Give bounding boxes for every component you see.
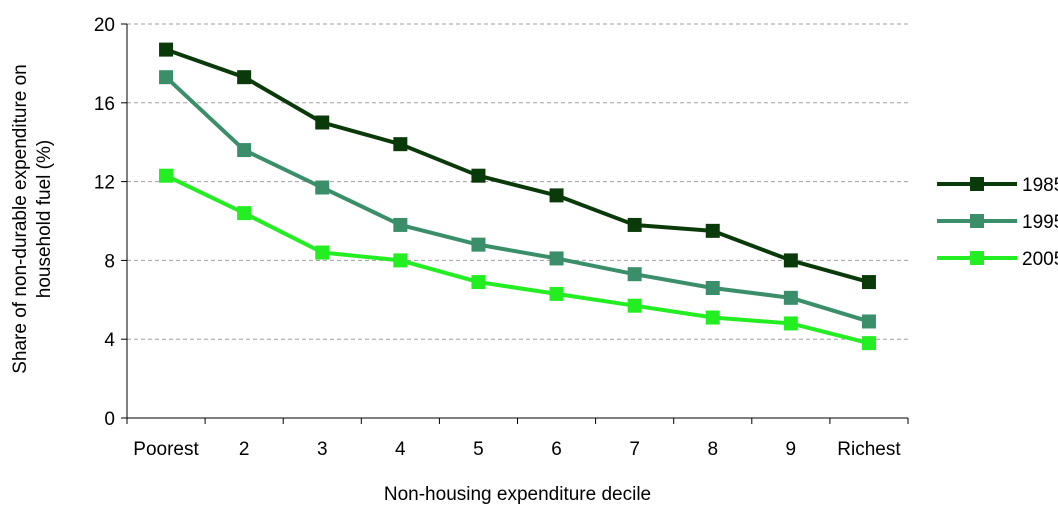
data-point-2005 bbox=[861, 336, 876, 351]
data-point-2005 bbox=[627, 298, 642, 313]
data-point-2005 bbox=[237, 206, 252, 221]
legend-swatch-marker bbox=[970, 214, 984, 228]
axes: 0 4 8 12 16 20 Poorest 2 3 4 5 6 7 8 9 Richest bbox=[94, 15, 909, 460]
x-tick-label: 2 bbox=[239, 439, 250, 460]
data-point-1985 bbox=[159, 42, 174, 57]
y-tick-label: 4 bbox=[104, 330, 115, 351]
series-line-1985 bbox=[165, 47, 870, 284]
series-lines bbox=[159, 42, 876, 351]
data-point-2005 bbox=[705, 310, 720, 325]
y-tick-label: 16 bbox=[94, 94, 115, 115]
data-point-2005 bbox=[393, 253, 408, 268]
data-point-1995 bbox=[549, 251, 564, 266]
x-tick-label: Richest bbox=[837, 439, 901, 460]
x-tick-label: 5 bbox=[473, 439, 484, 460]
data-point-1995 bbox=[861, 314, 876, 329]
x-tick-label: 4 bbox=[395, 439, 406, 460]
y-axis-title: Share of non-durable expenditure on house… bbox=[10, 64, 55, 374]
data-point-1995 bbox=[393, 217, 408, 232]
data-point-1985 bbox=[861, 275, 876, 290]
legend-label: 1995 bbox=[1022, 212, 1058, 233]
data-point-1985 bbox=[627, 217, 642, 232]
x-tick-label: 9 bbox=[786, 439, 797, 460]
series-line-2005 bbox=[165, 173, 870, 346]
data-point-1985 bbox=[237, 70, 252, 85]
data-point-1985 bbox=[393, 137, 408, 152]
x-axis-title: Non-housing expenditure decile bbox=[384, 484, 651, 505]
series-line-1995 bbox=[164, 75, 870, 324]
x-tick-label: 6 bbox=[551, 439, 562, 460]
data-point-2005 bbox=[549, 286, 564, 301]
data-point-1985 bbox=[315, 115, 330, 130]
y-tick-label: 0 bbox=[104, 409, 115, 430]
data-point-1985 bbox=[549, 188, 564, 203]
data-point-1985 bbox=[471, 168, 486, 183]
data-point-1995 bbox=[237, 143, 252, 158]
legend-label: 1985 bbox=[1022, 175, 1058, 196]
x-tick-label: 7 bbox=[629, 439, 640, 460]
data-point-1995 bbox=[627, 267, 642, 282]
legend-swatch-marker bbox=[970, 251, 984, 265]
legend-swatch-marker bbox=[970, 177, 984, 191]
data-point-1995 bbox=[159, 70, 174, 85]
data-point-1995 bbox=[315, 180, 330, 195]
y-tick-label: 8 bbox=[104, 251, 115, 272]
data-point-2005 bbox=[159, 168, 174, 183]
data-point-1995 bbox=[471, 237, 486, 252]
data-point-1985 bbox=[783, 253, 798, 268]
x-tick-label: 3 bbox=[317, 439, 328, 460]
data-point-1985 bbox=[705, 223, 720, 238]
data-point-2005 bbox=[471, 275, 486, 290]
y-tick-label: 20 bbox=[94, 15, 115, 36]
x-tick-label: Poorest bbox=[133, 439, 199, 460]
y-tick-label: 12 bbox=[94, 173, 115, 194]
data-point-2005 bbox=[315, 245, 330, 260]
data-point-2005 bbox=[783, 316, 798, 331]
data-point-1995 bbox=[783, 290, 798, 305]
legend-label: 2005 bbox=[1022, 249, 1058, 270]
legend: 1985 1995 2005 bbox=[937, 175, 1058, 270]
x-tick-label: 8 bbox=[707, 439, 718, 460]
data-point-1995 bbox=[705, 280, 720, 295]
